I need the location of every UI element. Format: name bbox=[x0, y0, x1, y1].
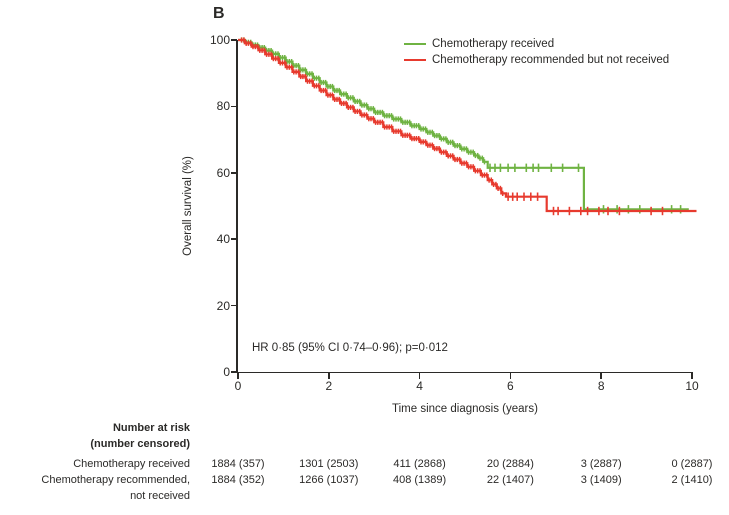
risk-row-label-received: Chemotherapy received bbox=[73, 458, 190, 470]
x-tick-label: 4 bbox=[416, 379, 423, 393]
y-tick-label: 0 bbox=[223, 365, 230, 379]
y-axis-title: Overall survival (%) bbox=[182, 156, 194, 256]
y-axis-line bbox=[236, 40, 238, 372]
y-tick-label: 20 bbox=[216, 298, 230, 313]
x-axis-title: Time since diagnosis (years) bbox=[392, 403, 538, 415]
x-tick-label: 0 bbox=[234, 379, 242, 393]
x-tick bbox=[237, 373, 239, 379]
y-tick bbox=[231, 304, 237, 307]
x-tick-label: 10 bbox=[685, 379, 699, 393]
x-tick bbox=[509, 373, 512, 379]
hazard-ratio-annotation: HR 0·85 (95% CI 0·74–0·96); p=0·012 bbox=[252, 342, 448, 354]
y-tick-label: 80 bbox=[216, 99, 230, 114]
risk-table-cell: 22 (1407) bbox=[486, 474, 534, 486]
y-tick-label: 40 bbox=[216, 232, 230, 247]
y-tick bbox=[231, 371, 237, 373]
legend-label-not-received: Chemotherapy recommended but not receive… bbox=[432, 54, 670, 66]
risk-table-cell: 408 (1389) bbox=[392, 474, 447, 486]
x-tick bbox=[691, 373, 693, 379]
x-tick bbox=[418, 373, 421, 379]
risk-table-header-line2: (number censored) bbox=[90, 438, 190, 450]
y-tick bbox=[231, 172, 237, 174]
panel-label: B bbox=[213, 5, 225, 22]
legend-item-not-received: Chemotherapy recommended but not receive… bbox=[404, 52, 669, 68]
risk-table-header-line1: Number at risk bbox=[112, 422, 190, 434]
y-tick-label: 60 bbox=[216, 165, 230, 180]
x-tick-label: 2 bbox=[325, 379, 333, 393]
risk-table-cell: 2 (1410) bbox=[671, 474, 713, 486]
y-tick bbox=[231, 238, 237, 240]
y-tick bbox=[231, 39, 237, 41]
risk-table-cell: 3 (2887) bbox=[580, 458, 622, 470]
legend-item-received: Chemotherapy received bbox=[404, 36, 669, 52]
risk-table-cell: 1301 (2503) bbox=[299, 458, 359, 470]
risk-row-label-not-received: Chemotherapy recommended, bbox=[41, 474, 190, 486]
x-tick bbox=[600, 373, 602, 379]
legend-line-red-icon bbox=[404, 59, 426, 61]
legend: Chemotherapy received Chemotherapy recom… bbox=[404, 36, 669, 68]
y-tick bbox=[231, 105, 237, 108]
legend-label-received: Chemotherapy received bbox=[432, 38, 555, 50]
x-tick bbox=[328, 373, 330, 379]
risk-table-cell: 3 (1409) bbox=[580, 474, 622, 486]
risk-table-cell: 0 (2887) bbox=[671, 458, 713, 470]
risk-table-cell: 1884 (357) bbox=[211, 458, 265, 470]
x-tick-label: 8 bbox=[597, 379, 605, 393]
y-tick-label: 100 bbox=[209, 33, 230, 47]
risk-row-label-not-received-line2: not received bbox=[130, 490, 190, 502]
legend-line-green-icon bbox=[404, 43, 426, 45]
risk-table-cell: 1266 (1037) bbox=[299, 474, 359, 486]
x-tick-label: 6 bbox=[507, 379, 514, 393]
risk-table-cell: 411 (2868) bbox=[393, 458, 446, 470]
risk-table-cell: 20 (2884) bbox=[486, 458, 534, 470]
x-axis-line bbox=[236, 371, 693, 374]
risk-table-cell: 1884 (352) bbox=[211, 474, 265, 486]
